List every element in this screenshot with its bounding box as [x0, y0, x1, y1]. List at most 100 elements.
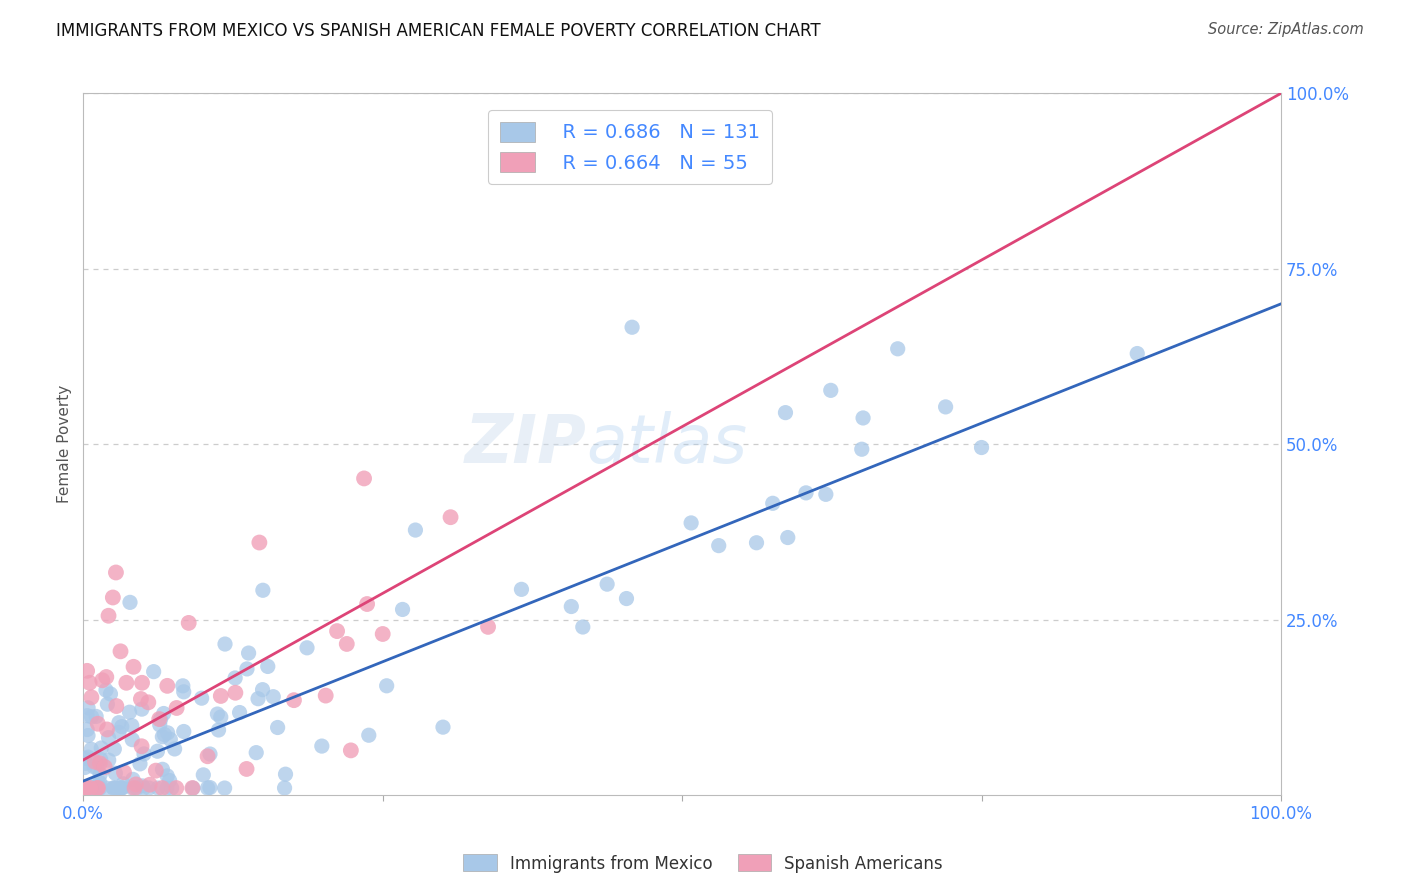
Point	[80, 780, 103, 795]
Point	[762, 496, 785, 510]
Point	[172, 679, 194, 693]
Point	[132, 780, 155, 795]
Point	[262, 690, 284, 704]
Point	[96, 723, 118, 737]
Point	[152, 706, 174, 721]
Point	[80, 710, 103, 724]
Point	[131, 702, 153, 716]
Point	[616, 591, 638, 606]
Point	[79, 780, 101, 795]
Point	[266, 721, 288, 735]
Point	[209, 710, 232, 724]
Point	[160, 780, 183, 795]
Point	[776, 531, 799, 545]
Point	[104, 766, 127, 780]
Point	[149, 712, 172, 726]
Point	[75, 780, 97, 795]
Point	[112, 765, 135, 780]
Point	[159, 732, 181, 747]
Point	[115, 675, 138, 690]
Point	[197, 780, 219, 795]
Point	[295, 640, 318, 655]
Point	[118, 595, 141, 609]
Point	[89, 756, 111, 771]
Point	[89, 776, 111, 790]
Point	[124, 780, 146, 795]
Point	[150, 730, 173, 744]
Point	[166, 701, 188, 715]
Point	[138, 780, 160, 795]
Point	[181, 780, 204, 795]
Point	[209, 689, 232, 703]
Point	[104, 566, 127, 580]
Point	[224, 671, 246, 685]
Point	[136, 695, 159, 709]
Point	[353, 471, 375, 485]
Point	[311, 739, 333, 753]
Point	[83, 780, 105, 795]
Point	[90, 741, 112, 756]
Point	[572, 620, 595, 634]
Point	[150, 780, 173, 795]
Point	[87, 716, 110, 731]
Point	[236, 662, 259, 676]
Point	[73, 751, 96, 765]
Point	[152, 762, 174, 776]
Point	[794, 486, 817, 500]
Legend:   R = 0.686   N = 131,   R = 0.664   N = 55: R = 0.686 N = 131, R = 0.664 N = 55	[488, 110, 772, 185]
Point	[173, 724, 195, 739]
Point	[84, 779, 107, 793]
Point	[340, 743, 363, 757]
Point	[510, 582, 533, 597]
Point	[87, 780, 110, 795]
Point	[112, 777, 135, 791]
Point	[173, 685, 195, 699]
Point	[163, 742, 186, 756]
Point	[198, 747, 221, 761]
Point	[198, 780, 221, 795]
Point	[156, 679, 179, 693]
Point	[105, 699, 128, 714]
Point	[96, 697, 118, 711]
Point	[110, 644, 132, 658]
Point	[75, 780, 97, 795]
Point	[121, 780, 143, 795]
Point	[814, 487, 837, 501]
Point	[153, 727, 176, 741]
Point	[247, 691, 270, 706]
Point	[190, 691, 212, 706]
Point	[83, 755, 105, 769]
Point	[75, 780, 97, 795]
Point	[238, 646, 260, 660]
Point	[207, 723, 229, 737]
Point	[935, 400, 957, 414]
Point	[87, 780, 110, 795]
Point	[101, 591, 124, 605]
Point	[142, 665, 165, 679]
Point	[283, 693, 305, 707]
Point	[745, 535, 768, 549]
Point	[76, 708, 98, 723]
Point	[129, 756, 152, 771]
Point	[375, 679, 398, 693]
Point	[775, 406, 797, 420]
Legend: Immigrants from Mexico, Spanish Americans: Immigrants from Mexico, Spanish American…	[457, 847, 949, 880]
Point	[336, 637, 359, 651]
Point	[83, 780, 105, 795]
Point	[181, 780, 204, 795]
Point	[122, 772, 145, 787]
Point	[108, 725, 131, 739]
Point	[73, 780, 96, 795]
Y-axis label: Female Poverty: Female Poverty	[58, 385, 72, 503]
Point	[110, 780, 132, 795]
Point	[820, 384, 842, 398]
Point	[315, 689, 337, 703]
Point	[852, 411, 875, 425]
Point	[235, 762, 257, 776]
Point	[439, 510, 461, 524]
Point	[121, 718, 143, 732]
Point	[1126, 346, 1149, 360]
Point	[75, 780, 97, 795]
Point	[177, 615, 200, 630]
Point	[80, 742, 103, 756]
